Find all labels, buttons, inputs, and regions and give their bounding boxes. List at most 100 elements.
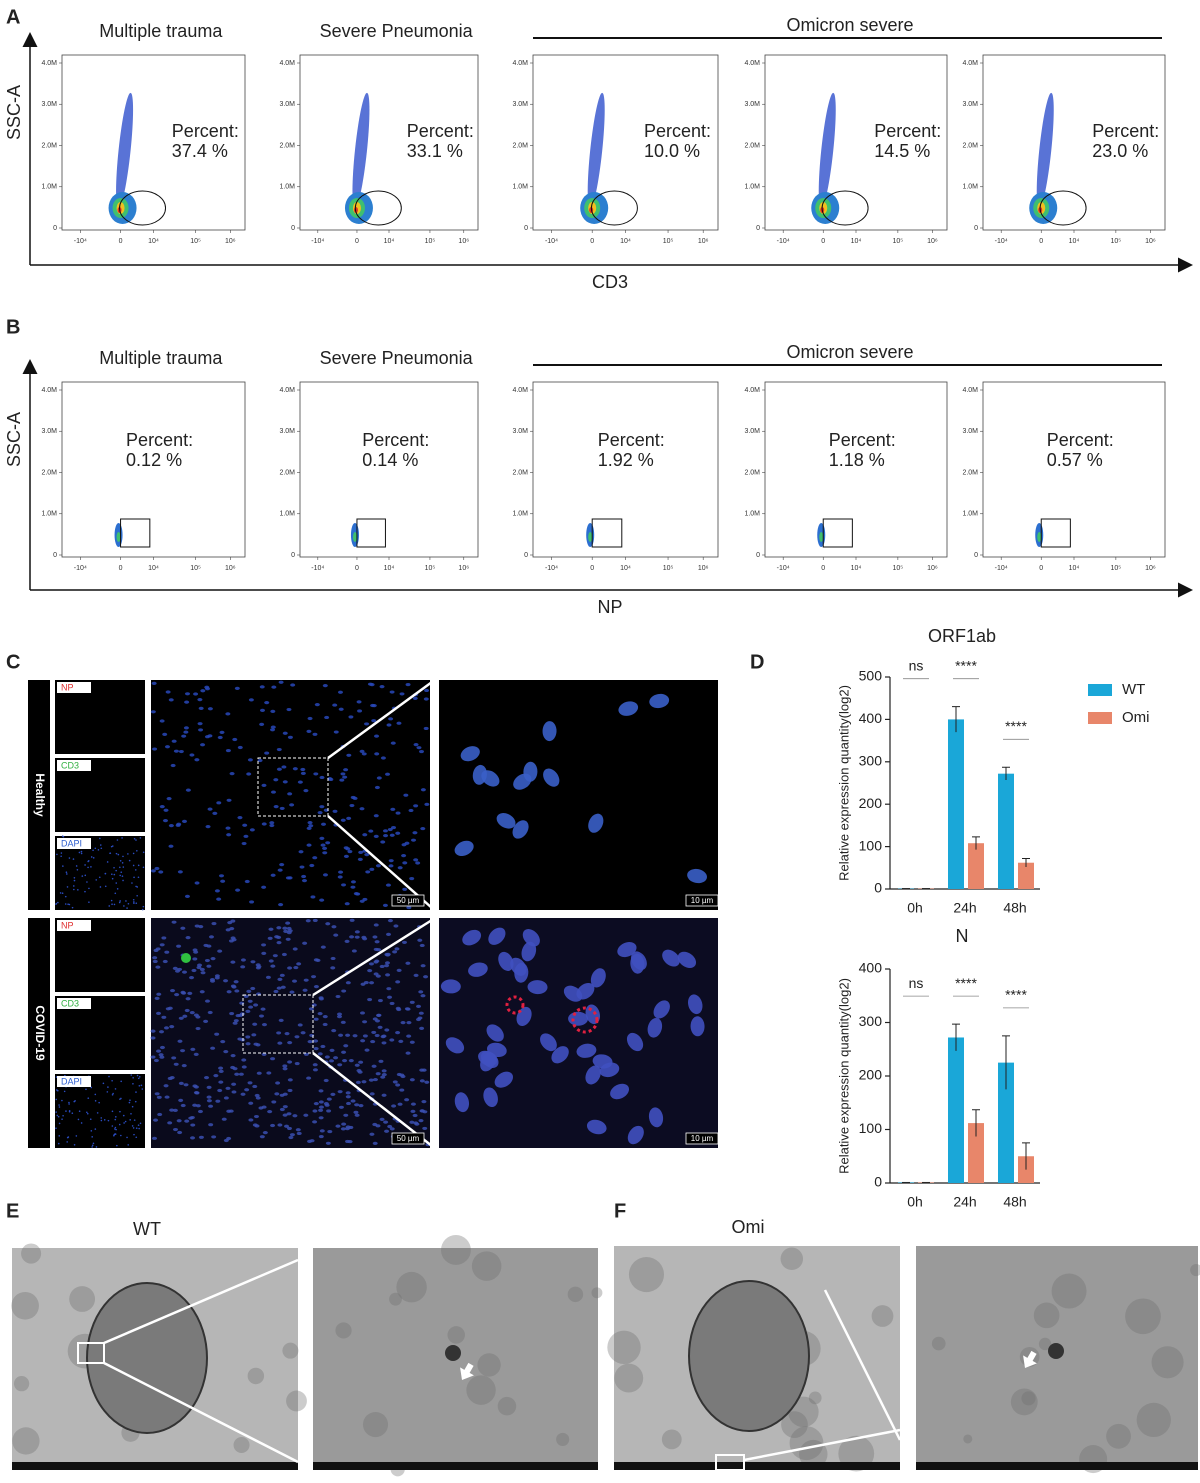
nucleus [333,730,339,734]
nucleus [292,1114,298,1118]
nucleus [261,1023,267,1027]
nucleus [287,792,293,796]
em-footer [12,1462,298,1470]
significance: ns [909,657,924,673]
em-texture [286,1390,307,1412]
nucleus [392,1080,398,1084]
nucleus [176,944,182,948]
nucleus [162,818,168,823]
zoom-box [77,1342,105,1364]
nucleus [368,962,374,966]
nucleus [111,873,113,876]
nucleus [194,1091,200,1095]
nucleus [423,975,429,979]
nucleus [163,1026,169,1030]
nucleus [687,868,707,884]
legend-label: WT [1122,681,1145,698]
nucleus [677,951,697,968]
nucleus [312,1120,318,1124]
virion [1048,1343,1064,1359]
nucleus [127,853,129,855]
em-texture [1038,1337,1052,1351]
channel-label: DAPI [61,1076,82,1086]
error-bar [952,706,960,733]
nucleus [286,1126,292,1131]
nucleus [269,823,275,828]
nucleus [395,980,401,984]
nucleus [163,1084,169,1088]
nucleus [372,1141,378,1145]
percent-value: 23.0 % [1092,141,1148,161]
nucleus [192,948,198,952]
nucleus [192,1084,198,1088]
nucleus [167,1076,173,1081]
nucleus [151,681,157,685]
nucleus [325,922,331,926]
x-tick-label: 0 [590,565,594,572]
nucleus [242,823,248,827]
nucleus [486,1042,507,1058]
cell-cloud [352,92,370,209]
nucleus [289,1133,295,1137]
nucleus [232,1021,238,1025]
nucleus [180,1103,186,1108]
em-texture [1010,1388,1038,1416]
nucleus [159,1030,165,1034]
group-label: Omicron severe [786,15,913,35]
nucleus [419,943,425,948]
nucleus [205,825,211,829]
nucleus [358,850,364,854]
nucleus [89,1118,92,1121]
x-tick-label: -10⁴ [777,238,790,245]
bar [948,1037,964,1183]
nucleus [353,892,359,896]
nucleus [367,969,373,973]
nucleus [63,1090,66,1093]
nucleus [322,1022,328,1027]
nucleus [337,690,343,694]
nucleus [237,816,243,820]
nucleus [273,778,279,782]
nucleus [313,1039,319,1043]
nucleus [379,685,385,689]
nucleus [313,1047,319,1051]
nucleus [300,1031,306,1035]
nucleus [285,937,291,941]
nucleus [68,1103,70,1105]
em-texture [1021,1391,1036,1406]
nucleus [379,964,385,969]
x-tick-label: 10⁶ [458,565,469,572]
nucleus [272,954,278,958]
nucleus [282,1105,288,1109]
em-texture [1125,1298,1161,1335]
percent-label: Percent: [598,430,665,450]
nucleus [325,841,331,845]
scale-bar-label: 10 µm [691,1134,714,1143]
nucleus [189,753,195,757]
cell-cloud [1037,532,1042,542]
np-signal [571,1006,599,1034]
nucleus [303,1052,309,1056]
channel-tag [57,760,91,771]
nucleus [218,1066,224,1070]
nucleus [197,1109,203,1114]
nucleus [382,903,388,907]
scale-bar-label: 50 µm [397,1134,420,1143]
nucleus [270,725,276,729]
plot-title: Severe Pneumonia [320,21,474,41]
nucleus [336,1015,342,1019]
error-bar [1002,766,1010,781]
nucleus [512,820,529,839]
panel-letter: F [614,1200,626,1222]
nucleus [204,999,210,1003]
nucleus [85,1088,87,1091]
nucleus [396,968,402,972]
nucleus [398,1039,404,1043]
nucleus [420,964,426,968]
channel-tag [57,682,91,693]
nucleus [62,835,65,838]
nucleus [332,703,338,707]
nucleus [84,890,86,893]
panel-title: Omi [732,1217,765,1237]
nucleus [87,866,89,869]
